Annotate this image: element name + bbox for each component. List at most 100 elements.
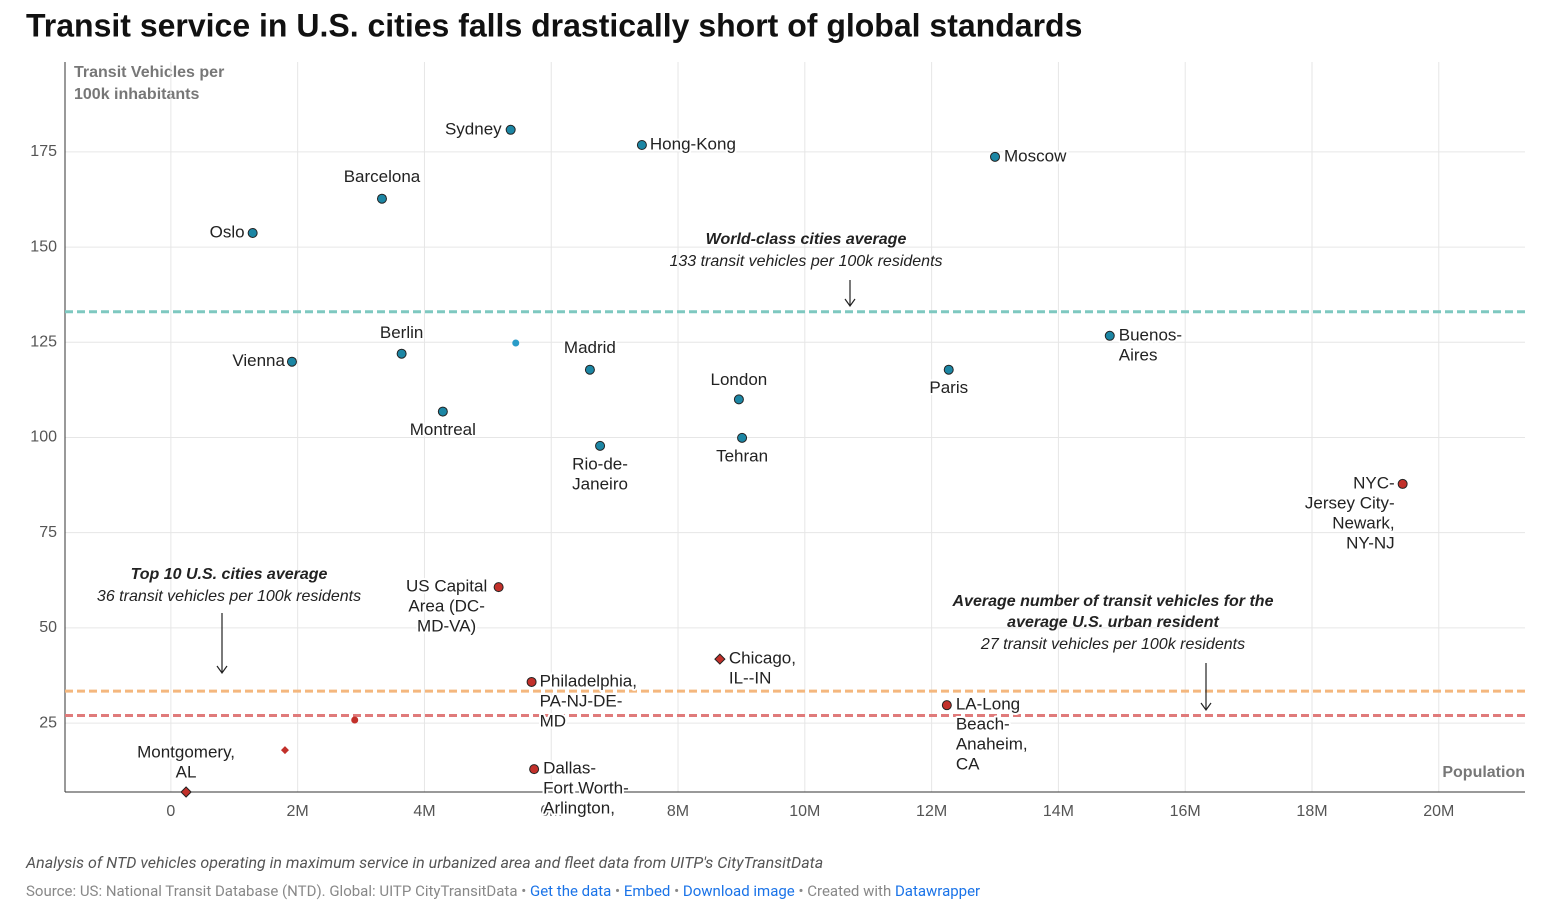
y-tick-label: 100 [30,429,57,446]
point-label: CA [956,755,980,774]
x-tick-label: 10M [789,803,820,820]
annotation-text: 133 transit vehicles per 100k residents [669,253,942,270]
point [396,348,407,359]
y-axis-label: Transit Vehicles per [74,64,224,81]
x-tick-label: 14M [1043,803,1074,820]
point-label: US Capital [406,577,487,596]
annotation-arrow [1200,663,1212,712]
point [526,676,537,687]
point [733,394,744,405]
point [280,746,289,755]
point [714,653,726,665]
y-tick-label: 25 [39,714,57,731]
point [595,440,606,451]
point [990,151,1001,162]
point-label: Montgomery, [137,742,235,761]
annotation-text: 27 transit vehicles per 100k residents [980,636,1245,653]
point-label: MD [540,711,566,730]
point-label: Rio-de- [572,454,628,473]
point-label: Anaheim, [956,735,1028,754]
point-label: Oslo [210,222,245,241]
x-tick-label: 4M [413,803,435,820]
point-label: Moscow [1004,146,1067,165]
point [376,193,387,204]
point-label: Area (DC- [408,597,485,616]
x-tick-label: 20M [1423,803,1454,820]
point-label: NYC- [1353,473,1395,492]
x-tick-label: 6M [540,803,562,820]
point-label: Philadelphia, [540,671,637,690]
note: Analysis of NTD vehicles operating in ma… [26,853,824,872]
point-label: Barcelona [344,167,421,186]
point-label: Aires [1119,345,1158,364]
point-label: Buenos- [1119,325,1182,344]
annotation-arrow [216,613,228,675]
x-axis-label: Population [1442,764,1525,781]
point-label: TX [543,819,565,838]
points [180,124,1408,798]
point [437,406,448,417]
point-label: London [711,370,768,389]
x-tick-label: 16M [1170,803,1201,820]
point [737,432,748,443]
x-tick-label: 2M [287,803,309,820]
point-label: Arlington, [543,799,615,818]
y-axis-label: 100k inhabitants [74,86,199,103]
y-tick-label: 50 [39,619,57,636]
point-label: Sydney [445,119,502,138]
point [636,140,647,151]
y-tick-label: 125 [30,333,57,350]
point-label: LA-Long [956,695,1020,714]
footer: Analysis of NTD vehicles operating in ma… [26,853,980,900]
link[interactable]: Datawrapper [894,882,981,900]
source: Source: US: National Transit Database (N… [26,882,518,900]
point-label: MD-VA) [417,617,476,636]
annotation-title: Average number of transit vehicles for t… [952,593,1274,610]
annotation-title: World-class cities average [706,231,907,248]
x-tick-label: 0 [166,803,175,820]
labels: Sydney Hong-Kong Moscow Barcelona Oslo Vienna… [135,117,1397,838]
chart: Transit service in U.S. cities falls dra… [26,7,1525,838]
point [505,124,516,135]
point [286,356,297,367]
point-label: AL [176,762,197,781]
point-label: Vienna [232,351,285,370]
point-label: Chicago, [729,649,796,668]
x-tick-label: 12M [916,803,947,820]
point [1104,330,1115,341]
y-tick-label: 150 [30,238,57,255]
point [943,364,954,375]
point-label: Montreal [410,420,476,439]
point-label: Madrid [564,338,616,357]
chart-title: Transit service in U.S. cities falls dra… [26,7,1082,43]
point-label: NY-NJ [1346,533,1395,552]
point-label: Hong-Kong [650,134,736,153]
annotation-text: 36 transit vehicles per 100k residents [97,588,361,605]
point [493,582,504,593]
link[interactable]: Get the data [530,882,612,900]
link[interactable]: Embed [623,882,671,900]
point [247,227,258,238]
point-label: Tehran [716,446,768,465]
x-tick-label: 18M [1296,803,1327,820]
y-tick-label: 75 [39,524,57,541]
point-label: Berlin [380,323,423,342]
source-line: Source: US: National Transit Database (N… [26,882,981,900]
annotation-title: Top 10 U.S. cities average [131,566,328,583]
point-label: Dallas- [543,759,596,778]
created: Created with [807,882,892,900]
point-label: Jersey City- [1305,493,1395,512]
point-label: IL--IN [729,669,772,688]
point-label: Fort Worth- [543,779,629,798]
link[interactable]: Download image [682,882,795,900]
point-label: Newark, [1332,513,1394,532]
annotation-title: average U.S. urban resident [1007,614,1219,631]
point [180,786,192,798]
point [1397,478,1408,489]
point [584,364,595,375]
point [529,764,540,775]
point-label: Beach- [956,715,1010,734]
point-label: PA-NJ-DE- [540,691,623,710]
annotation-arrow [844,280,856,308]
